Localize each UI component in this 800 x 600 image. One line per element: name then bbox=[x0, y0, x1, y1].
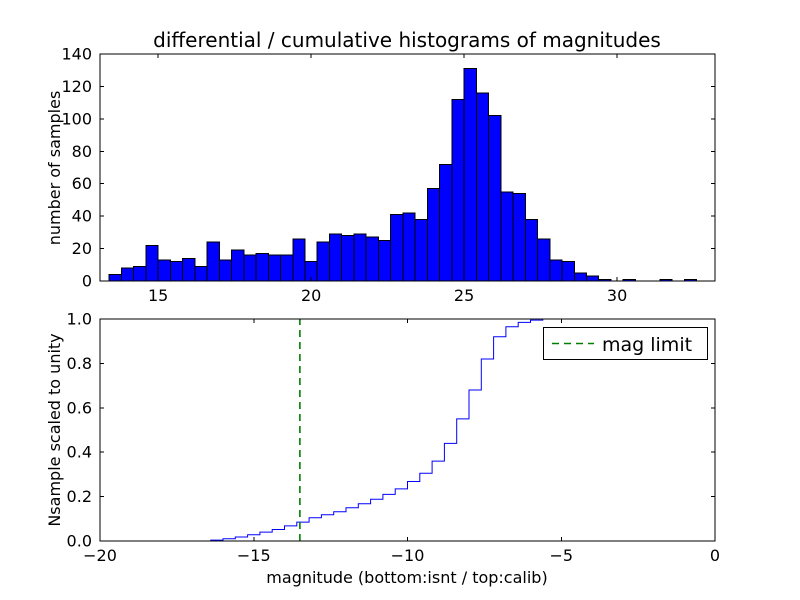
histogram-bar bbox=[120, 267, 135, 282]
x-tick-label: 0 bbox=[710, 546, 720, 565]
y-tick-label: 0.2 bbox=[67, 487, 92, 506]
histogram-bar bbox=[243, 254, 257, 282]
histogram-bar bbox=[537, 238, 551, 282]
x-tick-label: 15 bbox=[148, 286, 168, 305]
chart-title: differential / cumulative histograms of … bbox=[153, 28, 661, 52]
legend-label: mag limit bbox=[602, 334, 692, 356]
histogram-bar bbox=[267, 254, 282, 282]
histogram-bar bbox=[561, 261, 575, 282]
cumulative-histogram: −20 −15 −10 −5 0 0.0 0.2 0.4 0.6 0.8 1.0 bbox=[67, 310, 721, 566]
y-tick-label: 0.8 bbox=[67, 354, 92, 373]
axes-frame bbox=[99, 318, 716, 542]
x-tick-label: 20 bbox=[301, 286, 321, 305]
x-tick-label: −10 bbox=[391, 546, 425, 565]
x-tick-label: −15 bbox=[237, 546, 271, 565]
histogram-bar bbox=[402, 212, 416, 282]
y-tick-label: 0.4 bbox=[67, 443, 92, 462]
histogram-bar bbox=[365, 236, 379, 282]
histogram-bar bbox=[463, 68, 477, 282]
histogram-bar bbox=[169, 261, 184, 282]
histogram-bar bbox=[549, 259, 563, 282]
bottom-y-axis-label: Nsample scaled to unity bbox=[45, 333, 64, 526]
cumulative-step-line bbox=[100, 318, 715, 542]
y-tick-label: 40 bbox=[72, 207, 92, 226]
x-tick-label: 25 bbox=[454, 286, 474, 305]
differential-histogram: 15 20 25 30 0 20 40 60 80 100 120 140 bbox=[61, 45, 716, 305]
legend bbox=[543, 327, 708, 360]
y-tick-label: 0.6 bbox=[67, 398, 92, 417]
histogram-bar bbox=[341, 235, 355, 282]
histogram-bar bbox=[414, 218, 428, 282]
top-y-axis-label: number of samples bbox=[45, 91, 64, 246]
y-tick-label: 60 bbox=[72, 174, 92, 193]
histogram-bar bbox=[108, 274, 122, 282]
y-tick-label: 1.0 bbox=[67, 310, 92, 329]
histogram-bar bbox=[451, 98, 465, 282]
y-tick-label: 0 bbox=[82, 272, 92, 291]
plot-layer: 15 20 25 30 0 20 40 60 80 100 120 140 −20 −15 −10 −5 0 0.… bbox=[61, 45, 720, 566]
histogram-bar bbox=[292, 238, 306, 282]
histogram-bar bbox=[488, 115, 502, 282]
histogram-bar bbox=[194, 265, 208, 282]
histogram-bar bbox=[475, 92, 490, 282]
histogram-bar bbox=[182, 257, 196, 282]
histogram-bar bbox=[145, 244, 159, 282]
histogram-bar bbox=[500, 191, 514, 282]
histogram-bar bbox=[377, 239, 392, 282]
x-axis-label: magnitude (bottom:isnt / top:calib) bbox=[266, 568, 547, 587]
y-tick-label: 20 bbox=[72, 239, 92, 258]
y-tick-label: 100 bbox=[61, 109, 92, 128]
histogram-bar bbox=[280, 254, 294, 282]
histogram-bar bbox=[218, 259, 233, 282]
histogram-bar bbox=[206, 241, 220, 282]
histogram-bar bbox=[133, 265, 147, 282]
histogram-bar bbox=[353, 233, 367, 282]
histogram-bar bbox=[426, 188, 441, 282]
y-tick-label: 140 bbox=[61, 45, 92, 64]
histogram-bar bbox=[585, 275, 600, 282]
y-tick-label: 120 bbox=[61, 77, 92, 96]
x-tick-label: −5 bbox=[549, 546, 573, 565]
histogram-bar bbox=[316, 241, 330, 282]
histogram-bar bbox=[231, 249, 245, 282]
histogram-bar bbox=[255, 252, 269, 282]
histogram-bar bbox=[157, 259, 171, 282]
x-tick-label: −20 bbox=[83, 546, 117, 565]
histogram-bar bbox=[328, 233, 343, 282]
y-tick-label: 0.0 bbox=[67, 532, 92, 551]
histogram-bar bbox=[439, 163, 453, 282]
axes-frame bbox=[99, 53, 716, 282]
y-tick-label: 80 bbox=[72, 142, 92, 161]
histogram-bar bbox=[573, 272, 587, 282]
histogram-bar bbox=[390, 214, 404, 282]
histogram-bar bbox=[512, 192, 526, 282]
x-tick-label: 30 bbox=[607, 286, 627, 305]
histogram-bar bbox=[524, 218, 539, 282]
